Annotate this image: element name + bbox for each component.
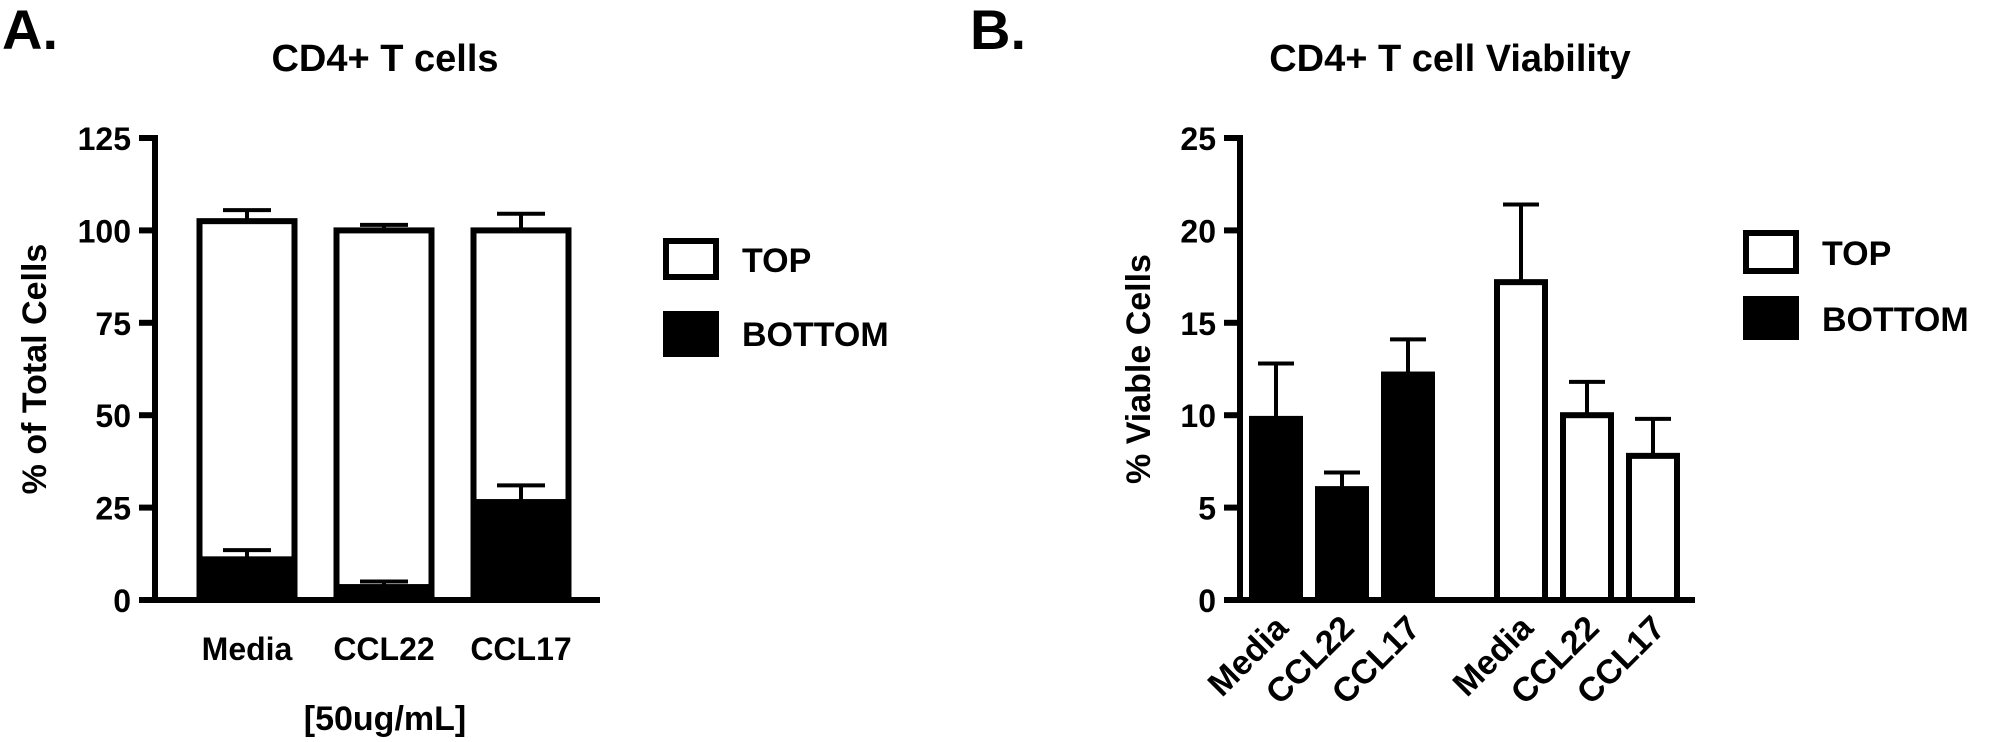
bar bbox=[1315, 486, 1369, 603]
y-axis-label: % of Total Cells bbox=[16, 244, 54, 495]
bar-top bbox=[196, 218, 298, 603]
y-tick-label: 0 bbox=[1198, 583, 1216, 619]
bar bbox=[1494, 279, 1548, 603]
y-tick-label: 100 bbox=[78, 213, 131, 249]
legend-swatch-bottom bbox=[1743, 296, 1799, 340]
bar-top bbox=[333, 227, 435, 603]
x-axis-label: [50ug/mL] bbox=[304, 700, 466, 738]
panel-a-letter: A. bbox=[2, 0, 58, 61]
legend-swatch-top bbox=[1743, 230, 1799, 274]
y-tick-label: 10 bbox=[1180, 398, 1216, 434]
bar-bottom bbox=[470, 499, 572, 603]
y-tick-label: 5 bbox=[1198, 491, 1216, 527]
legend-swatch-top bbox=[663, 238, 719, 280]
chart-a-title: CD4+ T cells bbox=[271, 38, 499, 80]
legend-label-top: TOP bbox=[742, 242, 811, 280]
y-tick-label: 25 bbox=[1180, 121, 1216, 157]
bar bbox=[1626, 452, 1680, 603]
legend-label-top: TOP bbox=[1822, 235, 1891, 273]
y-tick-label: 50 bbox=[95, 398, 131, 434]
legend-label-bottom: BOTTOM bbox=[742, 316, 889, 354]
y-tick-label: 75 bbox=[95, 306, 131, 342]
legend-label-bottom: BOTTOM bbox=[1822, 301, 1969, 339]
x-tick-label: CCL17 bbox=[470, 631, 571, 667]
bar bbox=[1249, 415, 1303, 603]
y-tick-label: 15 bbox=[1180, 306, 1216, 342]
chart-b-title: CD4+ T cell Viability bbox=[1269, 38, 1631, 80]
y-tick-label: 20 bbox=[1180, 213, 1216, 249]
y-tick-label: 25 bbox=[95, 491, 131, 527]
y-tick-label: 125 bbox=[78, 121, 131, 157]
bar bbox=[1560, 412, 1614, 604]
legend-swatch-bottom bbox=[663, 311, 719, 357]
y-axis-label: % Viable Cells bbox=[1120, 254, 1158, 484]
bar-bottom bbox=[333, 584, 435, 604]
bar-bottom bbox=[196, 556, 298, 603]
panel-b-letter: B. bbox=[970, 0, 1026, 61]
x-tick-label: Media bbox=[202, 631, 293, 667]
x-tick-label: CCL22 bbox=[333, 631, 434, 667]
y-tick-label: 0 bbox=[113, 583, 131, 619]
bar bbox=[1381, 371, 1435, 603]
